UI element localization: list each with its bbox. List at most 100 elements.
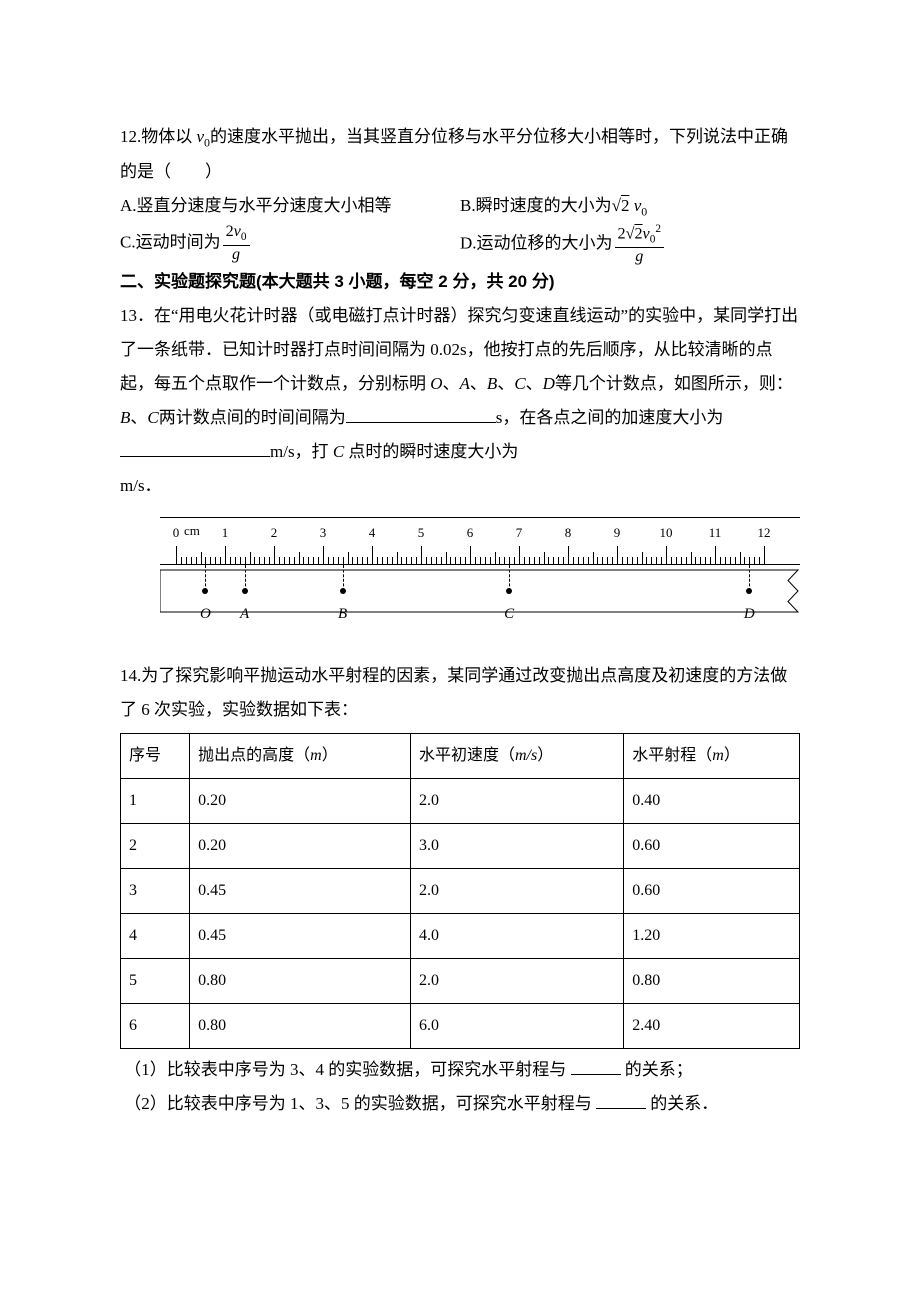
ruler-tick-minor (348, 552, 349, 564)
ruler-tick-minor (740, 552, 741, 564)
ruler-tick-label: 12 (758, 520, 771, 546)
ruler-tick-minor (455, 557, 456, 564)
ruler-tick-minor (578, 557, 579, 564)
q13-c2: C (147, 408, 158, 427)
q13-unit-ms2: m/s． (120, 476, 162, 495)
q12-text-p1: 物体以 (141, 127, 196, 146)
ruler-tick-label: 4 (369, 520, 376, 546)
table-cell: 5 (121, 959, 190, 1004)
q14-sub1: （1）比较表中序号为 3、4 的实验数据，可探究水平射程与 的关系； (120, 1053, 800, 1087)
ruler-tick-minor (382, 557, 383, 564)
tape-point-label: D (744, 599, 755, 629)
ruler-tick-minor (495, 552, 496, 564)
ruler-tick-minor (671, 557, 672, 564)
ruler-tick-minor (318, 557, 319, 564)
q12-number: 12. (120, 127, 141, 146)
ruler-tick-major (421, 546, 422, 564)
ruler-tick-minor (250, 552, 251, 564)
ruler-tick-minor (230, 557, 231, 564)
table-row: 10.202.00.40 (121, 779, 800, 824)
q14-intro: 为了探究影响平抛运动水平射程的因素，某同学通过改变抛出点高度及初速度的方法做了 … (120, 666, 787, 719)
q12-text-p2: 的速度水平抛出，当其竖直分位移与水平分位移大小相等时，下列说法中正确的是（ ） (120, 127, 788, 181)
q13-text-5: 点时的瞬时速度大小为 (344, 442, 518, 461)
q13-unit-s: s， (496, 408, 520, 427)
ruler-tick-minor (700, 557, 701, 564)
q12-options: A.竖直分速度与水平分速度大小相等 B.瞬时速度的大小为√2 v0 C.运动时间… (120, 189, 800, 265)
opt-c-num-sub: 0 (241, 232, 247, 244)
q13-lab-d: D (543, 374, 555, 393)
ruler-tick-minor (573, 557, 574, 564)
ruler-tick-minor (676, 557, 677, 564)
table-header-row: 序号抛出点的高度（m）水平初速度（m/s）水平射程（m） (121, 734, 800, 779)
ruler-tick-minor (289, 557, 290, 564)
ruler-tick-minor (490, 557, 491, 564)
ruler-tick-minor (269, 557, 270, 564)
ruler-tick-minor (392, 557, 393, 564)
ruler-tick-minor (720, 557, 721, 564)
table-header-cell: 水平初速度（m/s） (410, 734, 623, 779)
ruler-tick-minor (597, 557, 598, 564)
q13-blank-1 (346, 404, 496, 424)
ruler-tick-minor (303, 557, 304, 564)
ruler-tick-minor (514, 557, 515, 564)
ruler-tick-major (372, 546, 373, 564)
tape-point-label: O (200, 599, 211, 629)
table-header-cell: 抛出点的高度（m） (190, 734, 411, 779)
ruler-tick-minor (504, 557, 505, 564)
ruler-tick-minor (730, 557, 731, 564)
ruler-tick-minor (627, 557, 628, 564)
ruler-tick-minor (691, 552, 692, 564)
q12-option-b: B.瞬时速度的大小为√2 v0 (460, 189, 800, 224)
ruler-tick-minor (220, 557, 221, 564)
ruler-tick-major (470, 546, 471, 564)
table-cell: 0.80 (190, 959, 411, 1004)
ruler-tick-minor (406, 557, 407, 564)
ruler-tick-minor (480, 557, 481, 564)
ruler-cm-label: cm (184, 518, 200, 544)
q14-sub2-prefix: （2） (124, 1094, 167, 1113)
section-2-heading: 二、实验题探究题(本大题共 3 小题，每空 2 分，共 20 分) (120, 265, 800, 299)
q14-sub1-blank (571, 1056, 621, 1076)
table-cell: 0.80 (624, 959, 800, 1004)
ruler-tick-minor (710, 557, 711, 564)
ruler-tick-minor (656, 557, 657, 564)
ruler-tick-minor (529, 557, 530, 564)
q14-sub2: （2）比较表中序号为 1、3、5 的实验数据，可探究水平射程与 的关系． (120, 1087, 800, 1121)
ruler-tick-minor (563, 557, 564, 564)
ruler-tick-minor (343, 557, 344, 564)
ruler-tick-minor (632, 557, 633, 564)
ruler-tick-minor (759, 557, 760, 564)
table-cell: 6.0 (410, 1004, 623, 1049)
q12-v0-var: v (197, 127, 205, 146)
ruler-tick-minor (749, 557, 750, 564)
table-cell: 0.60 (624, 824, 800, 869)
table-cell: 2.0 (410, 779, 623, 824)
table-cell: 0.20 (190, 824, 411, 869)
opt-d-pretext: 运动位移的大小为 (477, 234, 613, 253)
ruler-tick-minor (583, 557, 584, 564)
q13-lab-a: A (460, 374, 470, 393)
page: 12.物体以 v 0 的速度水平抛出，当其竖直分位移与水平分位移大小相等时，下列说法… (0, 0, 920, 1241)
ruler-tick-minor (548, 557, 549, 564)
opt-d-num-sub: 0 (650, 234, 656, 246)
ruler-tick-label: 10 (660, 520, 673, 546)
ruler-tick-minor (607, 557, 608, 564)
opt-d-den: g (615, 248, 665, 265)
table-row: 50.802.00.80 (121, 959, 800, 1004)
ruler-tick-minor (235, 557, 236, 564)
tape-point-a (242, 588, 248, 594)
ruler-tick-minor (446, 552, 447, 564)
ruler-tick-minor (254, 557, 255, 564)
ruler-tick-label: 9 (614, 520, 621, 546)
table-cell: 2.40 (624, 1004, 800, 1049)
table-cell: 0.45 (190, 914, 411, 959)
ruler-tick-minor (534, 557, 535, 564)
ruler-tick-minor (205, 557, 206, 564)
ruler-tick-minor (725, 557, 726, 564)
ruler-tick-minor (333, 557, 334, 564)
table-cell: 0.45 (190, 869, 411, 914)
table-cell: 2.0 (410, 869, 623, 914)
table-row: 40.454.01.20 (121, 914, 800, 959)
q14-sub2-a: 比较表中序号为 1、3、5 的实验数据，可探究水平射程与 (167, 1094, 596, 1113)
tape-point-d (746, 588, 752, 594)
